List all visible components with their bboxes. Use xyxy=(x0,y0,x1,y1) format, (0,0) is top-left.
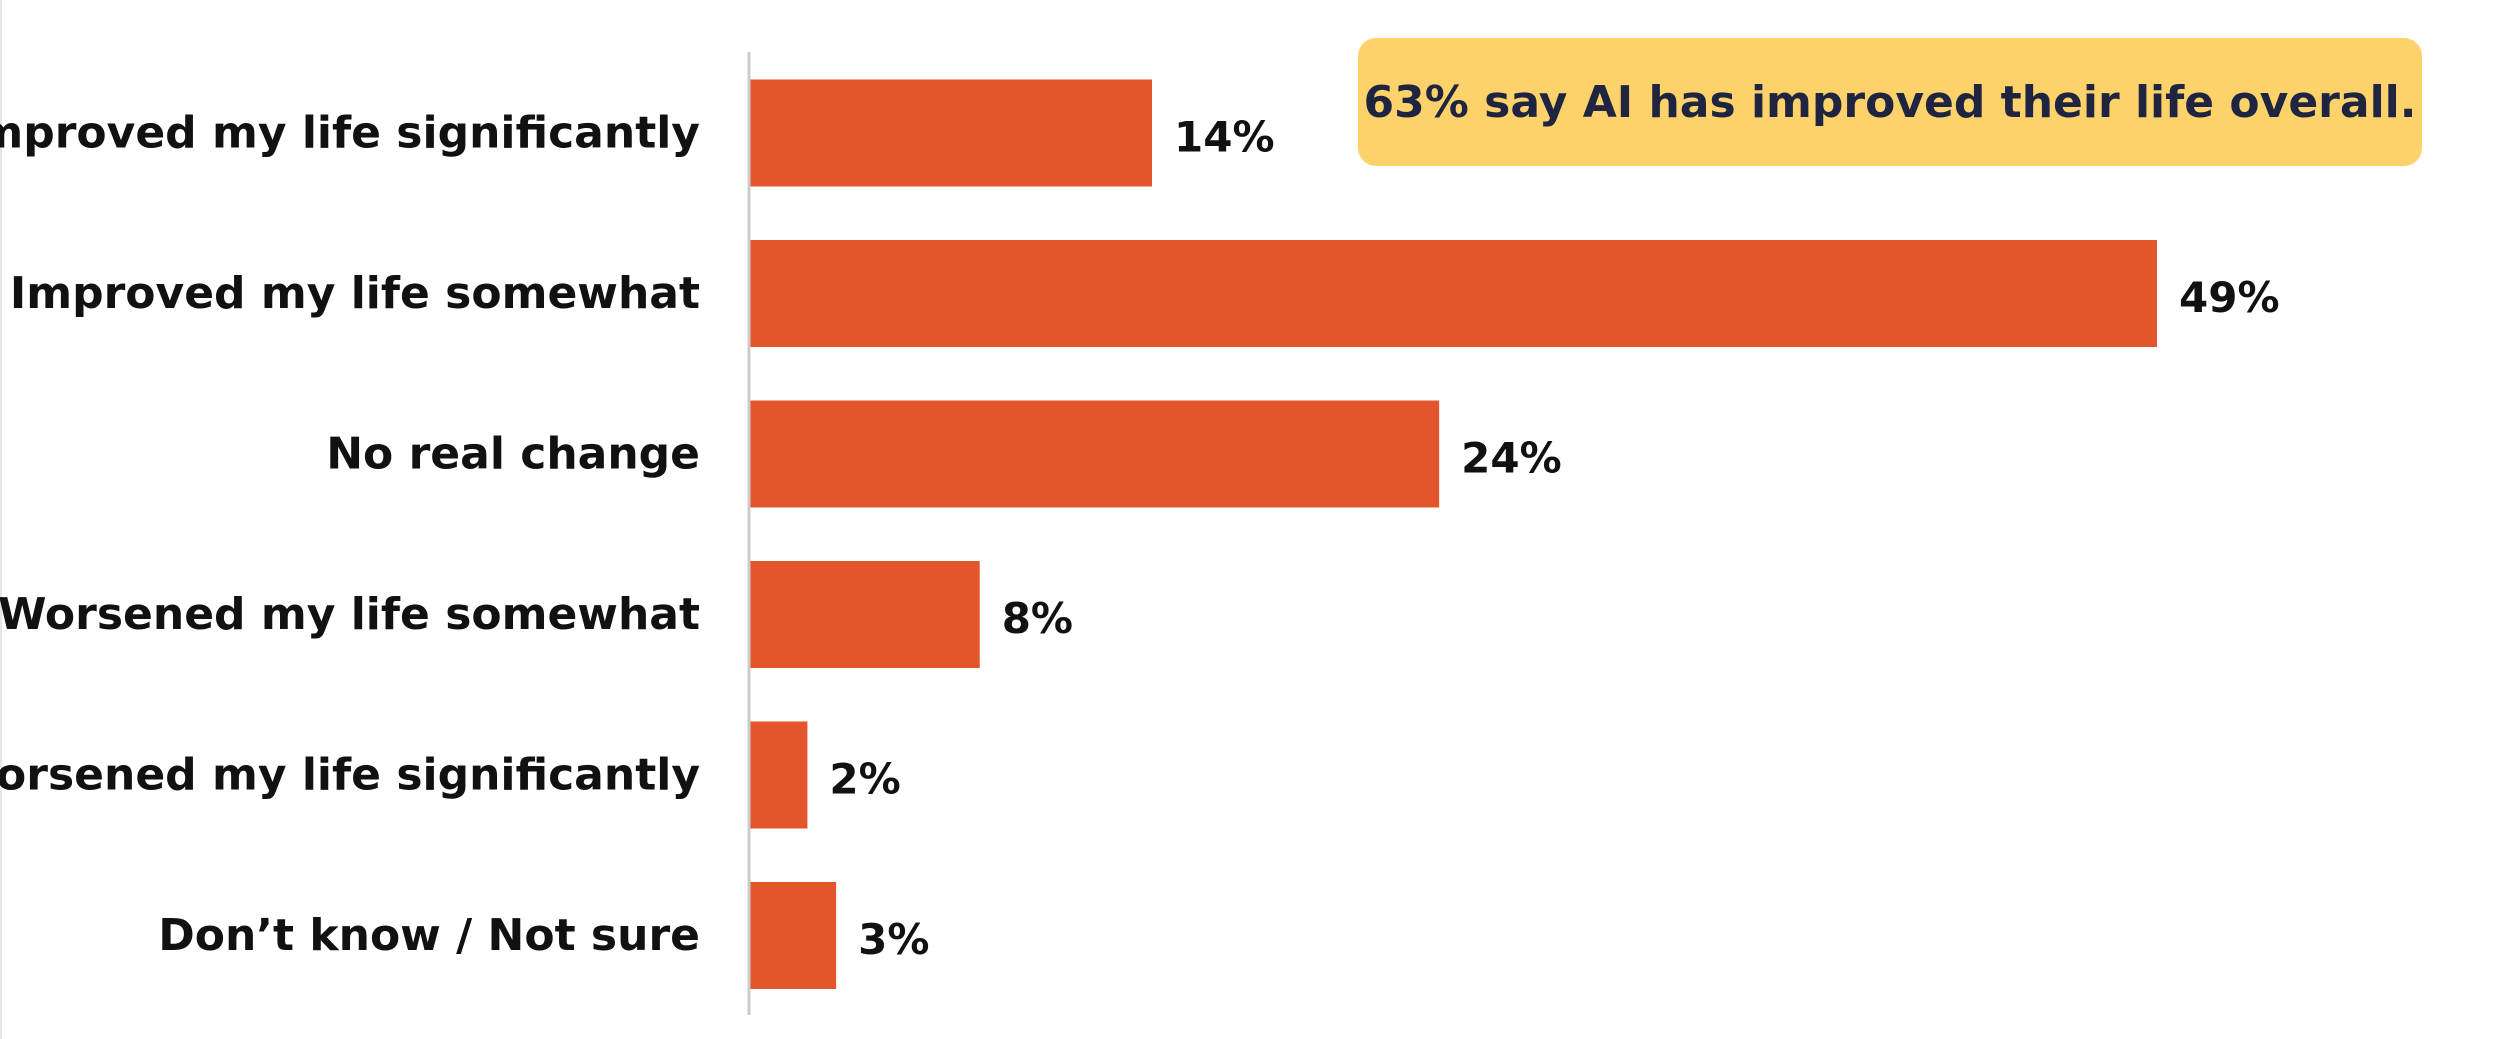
category-label-2: Improved my life somewhat xyxy=(10,268,700,319)
category-label-6: Don’t know / Not sure xyxy=(158,910,700,961)
value-label-4: 8% xyxy=(1002,594,1073,643)
callout-box: 63% say AI has improved their life overa… xyxy=(1358,38,2422,166)
callout-text: 63% say AI has improved their life overa… xyxy=(1363,76,2417,128)
bar-5 xyxy=(750,721,808,829)
category-labels-group: Improved my life significantly Improved m… xyxy=(0,108,700,962)
bar-2 xyxy=(750,240,2157,347)
category-label-3: No real change xyxy=(326,429,700,480)
bar-3 xyxy=(750,400,1440,508)
bar-4 xyxy=(750,561,980,668)
value-label-2: 49% xyxy=(2179,273,2280,322)
value-label-6: 3% xyxy=(858,915,929,964)
bar-1 xyxy=(750,79,1152,187)
category-label-1: Improved my life significantly xyxy=(0,108,700,159)
category-label-4: Worsened my life somewhat xyxy=(0,589,700,640)
value-label-5: 2% xyxy=(829,755,900,804)
value-label-3: 24% xyxy=(1461,434,1562,483)
value-labels-group: 14% 49% 24% 8% 2% 3% xyxy=(829,113,2279,965)
bars-group xyxy=(750,79,2157,989)
bar-6 xyxy=(750,882,837,989)
category-label-5: Worsened my life significantly xyxy=(0,750,700,801)
value-label-1: 14% xyxy=(1174,113,1275,162)
